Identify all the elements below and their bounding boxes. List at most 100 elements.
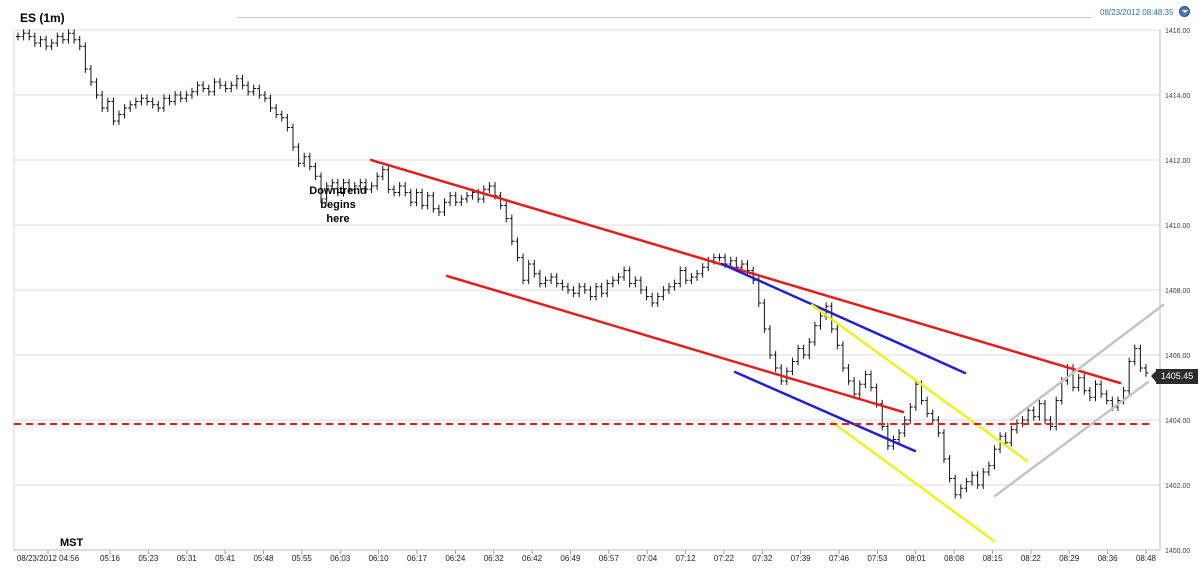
price-bar	[790, 357, 795, 376]
price-bar	[796, 344, 801, 366]
price-bar	[55, 32, 60, 47]
price-bar	[212, 78, 217, 96]
price-bar	[650, 292, 655, 307]
price-bar	[442, 198, 448, 216]
price-bar	[1037, 399, 1042, 421]
trendline-blue-upper	[720, 262, 967, 375]
price-bar	[498, 191, 504, 210]
price-bar	[852, 377, 857, 398]
price-bar	[161, 94, 167, 112]
price-bar	[532, 260, 537, 278]
price-bar	[863, 370, 868, 389]
price-bar	[930, 409, 936, 424]
header-divider	[237, 17, 1092, 18]
last-price-tag: 1405.45	[1151, 369, 1198, 384]
price-bar	[509, 214, 515, 246]
price-bar	[414, 188, 419, 207]
price-bar	[644, 286, 650, 301]
price-bar	[195, 81, 201, 96]
price-bar	[380, 165, 386, 181]
x-tick-label: 05:16	[100, 554, 121, 563]
x-tick-label: 08:22	[1021, 554, 1042, 563]
price-bar	[582, 282, 588, 294]
chart-title: ES (1m)	[20, 11, 65, 25]
price-bar	[279, 110, 285, 122]
price-bar	[145, 94, 150, 106]
trendline-gray-upper	[1009, 303, 1165, 422]
price-bar	[807, 338, 812, 359]
x-tick-label: 06:17	[407, 554, 428, 563]
price-bar	[554, 273, 560, 288]
y-tick-label: 1408.00	[1165, 288, 1190, 295]
price-bar	[16, 32, 21, 41]
price-bar	[133, 97, 139, 109]
price-bar	[122, 104, 128, 119]
price-bar	[448, 191, 453, 207]
price-bar	[717, 253, 722, 262]
price-bar	[616, 273, 621, 285]
x-tick-label: 06:10	[369, 554, 390, 563]
x-tick-label: 05:55	[292, 554, 313, 563]
price-bar	[622, 266, 627, 281]
price-bar	[319, 172, 324, 203]
price-bar	[251, 84, 257, 96]
y-tick-label: 1416.00	[1165, 28, 1190, 35]
price-bar	[408, 188, 414, 207]
price-bar	[1009, 425, 1014, 447]
x-tick-label: 05:23	[138, 554, 159, 563]
price-bar	[908, 403, 913, 424]
price-bar	[1054, 396, 1059, 431]
price-bar	[549, 273, 554, 285]
price-bar	[672, 279, 678, 291]
price-bar	[425, 191, 431, 210]
x-tick-label: 07:22	[714, 554, 735, 563]
price-bar	[229, 81, 234, 93]
price-bar	[358, 178, 363, 190]
x-tick-label: 06:03	[330, 554, 351, 563]
price-bar	[560, 279, 565, 291]
price-bar	[436, 204, 442, 216]
x-tick-label: 06:32	[484, 554, 505, 563]
price-bar	[936, 416, 941, 437]
price-bar	[420, 188, 425, 210]
price-bar	[178, 91, 184, 103]
price-bar	[453, 191, 459, 207]
trendline-yellow-lower	[830, 420, 996, 543]
price-bar	[262, 91, 268, 103]
price-bar	[1082, 373, 1087, 395]
price-bar	[1076, 373, 1082, 392]
price-bar	[88, 65, 94, 86]
x-tick-label: 08:48	[1136, 554, 1157, 563]
price-bar	[571, 286, 577, 298]
price-bar	[818, 312, 824, 330]
price-bar	[627, 266, 633, 288]
price-bar	[610, 276, 616, 288]
x-tick-label: 06:49	[560, 554, 581, 563]
price-bar	[666, 282, 672, 294]
y-tick-label: 1414.00	[1165, 93, 1190, 100]
price-bar	[66, 29, 72, 44]
price-bar	[218, 78, 223, 90]
chevron-down-icon[interactable]	[1179, 6, 1190, 17]
price-bar	[521, 253, 526, 285]
price-bar	[768, 325, 773, 359]
price-bar	[21, 29, 27, 41]
price-bar	[633, 276, 638, 288]
price-bar	[44, 35, 49, 51]
price-bar	[941, 429, 947, 463]
x-tick-label: 08:08	[944, 554, 965, 563]
y-tick-label: 1402.00	[1165, 483, 1190, 490]
price-bar	[1026, 406, 1031, 424]
price-bar	[77, 35, 83, 51]
price-bar	[857, 380, 863, 398]
timezone-label: MST	[60, 537, 84, 549]
price-bar	[313, 162, 318, 181]
price-bar	[1144, 364, 1149, 377]
price-bar	[369, 182, 375, 194]
price-bar	[638, 276, 644, 294]
y-tick-label: 1404.00	[1165, 418, 1190, 425]
price-bar	[1104, 390, 1110, 405]
price-bar	[1087, 386, 1093, 402]
price-bar	[100, 91, 105, 112]
price-bar	[986, 461, 992, 476]
